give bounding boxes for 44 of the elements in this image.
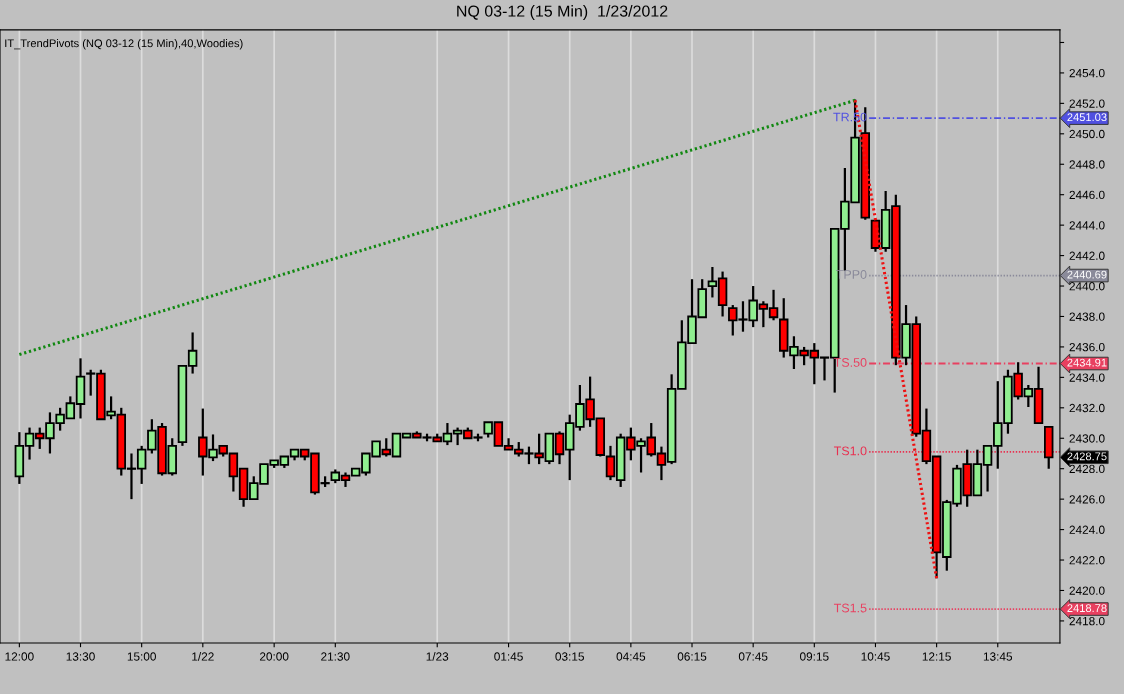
x-tick-label: 03:15: [555, 652, 584, 661]
y-tick-label: 2434.0: [1069, 373, 1105, 382]
y-tick-label: 2422.0: [1069, 556, 1105, 565]
x-tick-label: 12:00: [5, 652, 34, 661]
x-tick-label: 13:45: [983, 652, 1013, 661]
y-tick-label: 2442.0: [1069, 251, 1105, 260]
x-tick-label: 09:15: [800, 652, 829, 661]
x-tick-label: 1/23: [426, 652, 449, 661]
y-tick-label: 2452.0: [1069, 99, 1105, 108]
chart-title: NQ 03-12 (15 Min) 1/23/2012: [457, 5, 668, 20]
x-tick-label: 13:30: [66, 652, 95, 661]
text: 2434.91: [1067, 358, 1107, 367]
y-tick-label: 2426.0: [1069, 495, 1105, 504]
y-tick-label: 2428.0: [1069, 464, 1105, 474]
x-tick-label: 06:15: [677, 652, 707, 661]
text: 2428.75: [1067, 452, 1107, 461]
x-tick-label: 20:00: [259, 652, 289, 661]
y-tick-label: 2450.0: [1069, 129, 1105, 139]
y-tick-label: 2424.0: [1069, 525, 1105, 534]
x-tick-label: 21:30: [321, 652, 350, 661]
y-tick-label: 2438.0: [1069, 312, 1105, 321]
y-tick-label: 2420.0: [1069, 586, 1105, 595]
y-tick-label: 2432.0: [1069, 403, 1105, 413]
x-tick-label: 01:45: [494, 652, 523, 661]
y-tick-label: 2430.0: [1069, 434, 1105, 443]
y-tick-label: 2454.0: [1069, 68, 1105, 78]
y-tick-label: 2418.0: [1069, 616, 1105, 626]
y-tick-label: 2446.0: [1069, 190, 1105, 200]
y-tick-label: 2444.0: [1069, 221, 1105, 230]
x-tick-label: 12:15: [922, 652, 951, 661]
ref-line-label: TS1.5: [833, 603, 867, 613]
x-tick-label: 04:45: [616, 652, 646, 661]
x-tick-label: 10:45: [861, 652, 890, 661]
text: IT_TrendPivots (NQ 03-12 (15 Min),40,Woodies): [5, 39, 243, 50]
text: 2451.03: [1067, 113, 1107, 122]
x-tick-label: 07:45: [738, 652, 768, 661]
text: 2440.69: [1067, 270, 1107, 279]
text: 2418.78: [1067, 604, 1107, 613]
x-tick-label: 15:00: [127, 652, 156, 661]
y-tick-label: 2440.0: [1069, 282, 1105, 291]
ref-line-label: TS1.0: [833, 446, 867, 456]
y-tick-label: 2448.0: [1069, 160, 1105, 169]
y-tick-label: 2436.0: [1069, 342, 1105, 352]
x-tick-label: 1/22: [192, 652, 214, 661]
